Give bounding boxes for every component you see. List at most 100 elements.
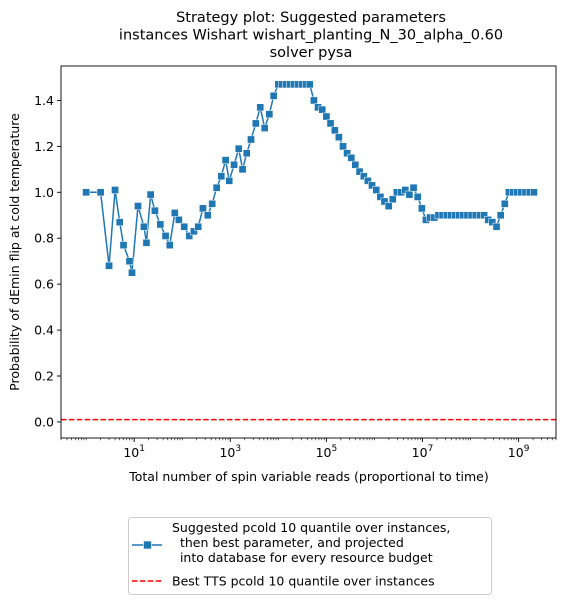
data-point-marker bbox=[388, 195, 397, 204]
legend-box bbox=[128, 517, 492, 595]
x-tick-label: 103 bbox=[219, 444, 241, 460]
y-tick-label: 0.8 bbox=[34, 231, 54, 246]
data-point-marker bbox=[199, 204, 207, 213]
data-point-marker bbox=[530, 188, 538, 197]
data-point-marker bbox=[492, 222, 501, 231]
data-point-marker bbox=[151, 206, 159, 215]
data-point-marker bbox=[359, 172, 368, 181]
title-line-1: Strategy plot: Suggested parameters bbox=[176, 10, 446, 26]
data-point-marker bbox=[96, 188, 105, 197]
data-point-marker bbox=[208, 199, 217, 208]
data-point-marker bbox=[212, 183, 221, 192]
data-point-marker bbox=[140, 222, 148, 231]
data-point-marker bbox=[111, 186, 119, 194]
data-point-marker bbox=[380, 197, 389, 206]
data-point-marker bbox=[180, 222, 189, 231]
data-point-marker bbox=[265, 110, 274, 119]
y-axis: 0.0 0.2 0.4 0.6 0.8 1.0 1.2 1.4 bbox=[34, 93, 61, 429]
data-point-marker bbox=[165, 241, 174, 249]
data-point-marker bbox=[405, 190, 414, 199]
data-point-marker bbox=[119, 241, 128, 249]
data-point-marker bbox=[376, 193, 385, 201]
data-point-marker bbox=[343, 149, 351, 158]
y-tick-label: 0.6 bbox=[34, 277, 54, 292]
y-tick-label: 1.2 bbox=[34, 139, 54, 154]
legend-marker-suggested bbox=[143, 540, 152, 550]
legend: Suggested pcold 10 quantile over instanc… bbox=[128, 517, 492, 595]
data-point-marker bbox=[318, 105, 327, 114]
data-point-marker bbox=[174, 216, 183, 224]
data-point-marker bbox=[500, 199, 509, 208]
data-point-marker bbox=[384, 202, 393, 210]
data-point-marker bbox=[105, 261, 113, 270]
data-point-marker bbox=[305, 80, 314, 89]
data-point-marker bbox=[368, 181, 376, 190]
data-point-marker bbox=[351, 160, 360, 169]
data-point-marker bbox=[125, 257, 134, 266]
data-point-marker bbox=[310, 96, 318, 105]
data-point-marker bbox=[170, 209, 179, 217]
data-point-marker bbox=[234, 144, 243, 153]
data-point-marker bbox=[372, 186, 381, 194]
data-point-marker bbox=[322, 112, 331, 121]
y-tick-label: 1.4 bbox=[34, 93, 54, 108]
data-point-marker bbox=[156, 220, 165, 229]
data-point-marker bbox=[496, 211, 505, 220]
legend-label-suggested: Suggested pcold 10 quantile over instanc… bbox=[172, 520, 450, 565]
data-point-marker bbox=[128, 268, 136, 277]
data-point-marker bbox=[488, 218, 497, 227]
data-point-marker bbox=[142, 238, 151, 247]
data-point-marker bbox=[82, 188, 90, 197]
data-point-marker bbox=[221, 156, 230, 165]
data-point-marker bbox=[269, 92, 278, 100]
y-tick-label: 0.2 bbox=[34, 369, 54, 384]
data-point-marker bbox=[355, 167, 364, 176]
data-point-marker bbox=[326, 119, 335, 128]
data-point-marker bbox=[409, 183, 418, 192]
data-point-marker bbox=[225, 176, 234, 185]
data-point-marker bbox=[480, 211, 488, 220]
title-line-2: instances Wishart wishart_planting_N_30_… bbox=[119, 28, 503, 44]
data-point-marker bbox=[401, 186, 410, 194]
data-point-marker bbox=[247, 135, 255, 144]
data-point-marker bbox=[238, 165, 247, 174]
x-axis: 101 103 105 107 109 bbox=[60, 438, 557, 460]
data-point-marker bbox=[335, 133, 343, 142]
x-axis-label: Total number of spin variable reads (pro… bbox=[128, 469, 489, 484]
title-line-3: solver pysa bbox=[270, 45, 353, 61]
plot-frame bbox=[60, 65, 557, 439]
data-point-marker bbox=[251, 119, 260, 128]
suggested-parameter-line bbox=[86, 83, 534, 273]
data-point-marker bbox=[134, 202, 142, 210]
data-point-marker bbox=[256, 103, 265, 112]
y-tick-label: 0.4 bbox=[34, 323, 54, 338]
data-point-marker bbox=[364, 176, 372, 185]
data-point-marker bbox=[217, 172, 226, 181]
chart-title: Strategy plot: Suggested parameters inst… bbox=[119, 10, 503, 61]
x-tick-label: 101 bbox=[123, 444, 145, 460]
x-tick-label: 105 bbox=[316, 444, 338, 460]
data-point-marker bbox=[146, 190, 155, 199]
data-point-marker bbox=[115, 218, 124, 227]
y-tick-label: 0.0 bbox=[34, 414, 54, 429]
x-tick-label: 107 bbox=[412, 444, 434, 460]
data-point-marker bbox=[347, 154, 356, 162]
data-point-marker bbox=[331, 126, 339, 135]
data-point-marker bbox=[242, 149, 251, 158]
data-point-marker bbox=[185, 232, 194, 240]
data-point-marker bbox=[161, 232, 170, 240]
data-point-marker bbox=[413, 193, 422, 201]
data-point-marker bbox=[230, 160, 238, 169]
data-point-marker bbox=[203, 211, 212, 220]
y-axis-label: Probability of dEmin flip at cold temper… bbox=[7, 113, 22, 391]
data-point-marker bbox=[260, 124, 269, 132]
y-tick-label: 1.0 bbox=[34, 185, 54, 200]
x-tick-label: 109 bbox=[508, 444, 530, 460]
legend-label-best-tts: Best TTS pcold 10 quantile over instance… bbox=[172, 574, 435, 589]
data-point-marker bbox=[418, 204, 426, 213]
data-point-marker bbox=[339, 142, 347, 151]
data-point-marker bbox=[190, 227, 198, 236]
plot-area bbox=[61, 80, 556, 421]
data-point-marker bbox=[194, 222, 203, 231]
